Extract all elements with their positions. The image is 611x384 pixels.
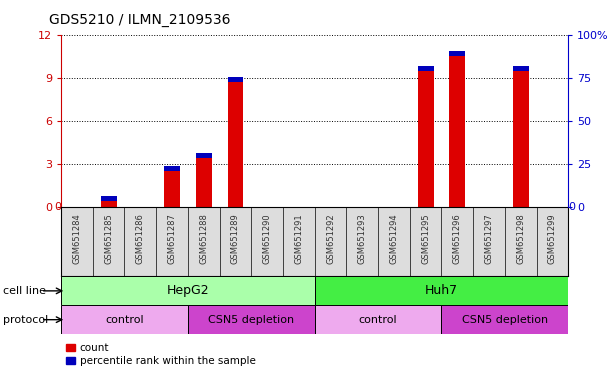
Bar [441, 305, 568, 334]
Text: GSM651291: GSM651291 [295, 213, 303, 263]
Text: protocol: protocol [3, 314, 48, 325]
Legend: count, percentile rank within the sample: count, percentile rank within the sample [67, 343, 256, 366]
Text: GSM651289: GSM651289 [231, 213, 240, 264]
Bar [418, 66, 434, 71]
Text: cell line: cell line [3, 286, 46, 296]
Text: control: control [105, 314, 144, 325]
Text: GSM651294: GSM651294 [389, 213, 398, 263]
Text: GSM651299: GSM651299 [548, 213, 557, 263]
Bar [196, 159, 211, 207]
Text: CSN5 depletion: CSN5 depletion [462, 314, 548, 325]
Text: GSM651297: GSM651297 [485, 213, 494, 264]
Bar [315, 305, 441, 334]
Bar [449, 51, 465, 56]
Bar [513, 71, 529, 207]
Bar [101, 201, 117, 207]
Text: GSM651285: GSM651285 [104, 213, 113, 264]
Bar [164, 171, 180, 207]
Text: GSM651287: GSM651287 [167, 213, 177, 264]
Bar [196, 153, 211, 159]
Text: Huh7: Huh7 [425, 285, 458, 297]
Text: GSM651284: GSM651284 [73, 213, 81, 264]
Bar [61, 305, 188, 334]
Bar [315, 276, 568, 305]
Text: GSM651286: GSM651286 [136, 213, 145, 264]
Bar [449, 56, 465, 207]
Bar [513, 66, 529, 71]
Text: HepG2: HepG2 [167, 285, 209, 297]
Text: GSM651296: GSM651296 [453, 213, 462, 264]
Text: GSM651290: GSM651290 [263, 213, 272, 263]
Bar [101, 196, 117, 201]
Text: CSN5 depletion: CSN5 depletion [208, 314, 295, 325]
Bar [61, 276, 315, 305]
Text: GSM651288: GSM651288 [199, 213, 208, 264]
Text: GSM651293: GSM651293 [357, 213, 367, 264]
Text: GSM651298: GSM651298 [516, 213, 525, 264]
Bar [164, 166, 180, 171]
Text: 0: 0 [568, 202, 575, 212]
Bar [418, 71, 434, 207]
Text: GSM651295: GSM651295 [421, 213, 430, 263]
Bar [188, 305, 315, 334]
Text: GSM651292: GSM651292 [326, 213, 335, 263]
Text: control: control [359, 314, 397, 325]
Text: 0: 0 [54, 202, 61, 212]
Bar [227, 82, 243, 207]
Bar [227, 77, 243, 82]
Text: GDS5210 / ILMN_2109536: GDS5210 / ILMN_2109536 [49, 13, 230, 27]
